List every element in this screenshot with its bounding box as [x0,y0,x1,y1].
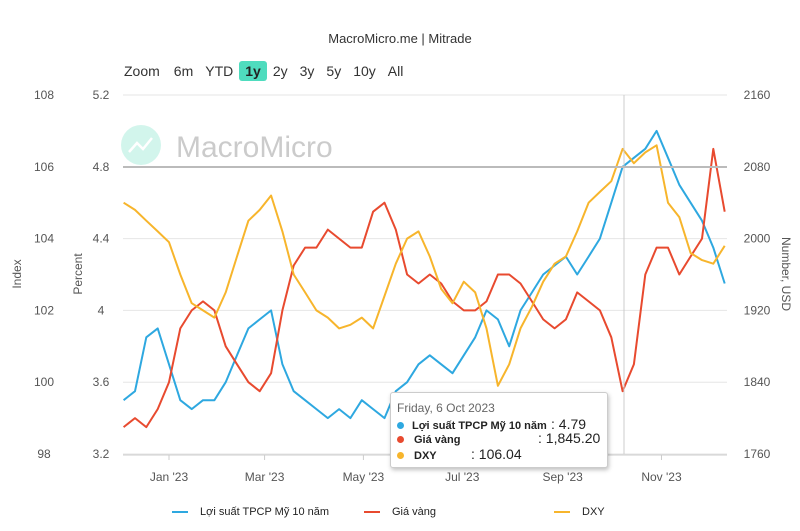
tooltip-gold-value: : 1,845.20 [538,430,601,446]
series-line-index [123,144,726,387]
usd-tick-label: 1920 [744,303,771,317]
yield-dot-icon [397,422,404,429]
zoom-3y[interactable]: 3y [299,63,315,79]
dxy-dot-icon [397,452,404,459]
index-tick-label: 106 [34,160,54,174]
tooltip-dxy-value: : 106.04 [471,446,522,462]
zoom-2y[interactable]: 2y [272,63,288,79]
tooltip-gold-label: Giá vàng [414,434,461,446]
series-line-percent [122,129,726,420]
percent-tick-label: 4 [98,303,105,317]
legend-label: Lợi suất TPCP Mỹ 10 năm [200,506,330,518]
zoom-5y[interactable]: 5y [326,63,342,79]
legend-item-yield[interactable]: Lợi suất TPCP Mỹ 10 năm [172,506,329,518]
percent-tick-label: 4.8 [93,160,110,174]
svg-text:MacroMicro: MacroMicro [176,131,333,164]
usd-tick-label: 2160 [744,88,771,102]
zoom-10y[interactable]: 10y [353,63,376,79]
gold-dot-icon [397,436,404,443]
tooltip-date: Friday, 6 Oct 2023 [397,401,495,415]
index-tick-label: 102 [34,303,54,317]
zoom-6m[interactable]: 6m [173,63,194,79]
usd-tick-label: 2080 [744,160,771,174]
usd-tick-label: 1760 [744,447,771,461]
usd-tick-label: 2000 [744,232,771,246]
x-tick-label: Sep '23 [542,470,583,484]
percent-tick-label: 3.2 [93,447,110,461]
chart-title: MacroMicro.me | Mitrade [328,31,472,46]
index-axis-title: Index [10,259,24,288]
zoom-label: Zoom [124,63,160,79]
zoom-1y[interactable]: 1y [239,61,267,81]
x-tick-label: Nov '23 [641,470,682,484]
index-tick-label: 108 [34,88,54,102]
percent-tick-label: 5.2 [93,88,110,102]
index-tick-label: 98 [37,447,51,461]
x-tick-label: Jul '23 [445,470,480,484]
percent-tick-label: 4.4 [93,232,110,246]
legend-item-dxy[interactable]: DXY [554,506,605,518]
tooltip-yield-value: : 4.79 [551,416,587,432]
watermark: MacroMicro [121,125,333,165]
zoom-ytd[interactable]: YTD [205,63,234,79]
zoom-all[interactable]: All [387,63,404,79]
index-tick-label: 100 [34,375,54,389]
legend-item-gold[interactable]: Giá vàng [364,506,436,518]
tooltip: Friday, 6 Oct 2023 Lợi suất TPCP Mỹ 10 n… [390,392,608,468]
zoom-selector: Zoom 6m YTD 1y 2y 3y 5y 10y All [124,61,409,81]
legend-label: DXY [582,506,605,518]
tooltip-yield-label: Lợi suất TPCP Mỹ 10 năm [412,420,547,432]
usd-tick-label: 1840 [744,375,771,389]
legend-label: Giá vàng [392,506,437,518]
index-tick-label: 104 [34,232,54,246]
percent-axis-title: Percent [71,253,85,295]
tooltip-dxy-label: DXY [414,450,437,462]
x-tick-label: Jan '23 [150,470,189,484]
percent-tick-label: 3.6 [93,375,110,389]
x-tick-label: May '23 [343,470,385,484]
series-line-usd [122,147,726,429]
x-tick-label: Mar '23 [245,470,285,484]
usd-axis-title: Number, USD [779,237,793,311]
